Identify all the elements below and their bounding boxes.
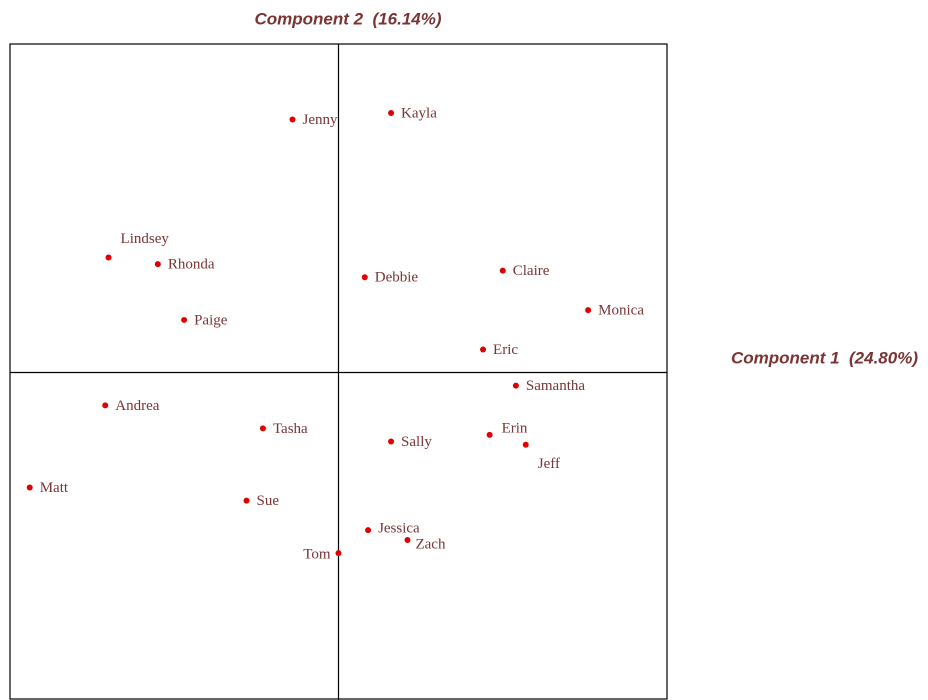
point [105, 254, 112, 261]
point-label: Erin [502, 420, 528, 436]
point-label: Debbie [375, 270, 419, 286]
point-label: Claire [513, 263, 550, 279]
point [365, 527, 372, 534]
point-label: Matt [40, 480, 69, 496]
point [512, 382, 519, 389]
point [289, 116, 296, 123]
point [522, 441, 529, 448]
point [102, 402, 109, 409]
x-axis-title: Component 1 (24.80%) [731, 348, 918, 367]
point-label: Monica [598, 303, 644, 319]
point-label: Samantha [526, 378, 585, 394]
point-label: Jenny [303, 112, 338, 128]
point-label: Eric [493, 342, 518, 358]
point [486, 431, 493, 438]
point [585, 307, 592, 314]
point-label: Lindsey [121, 231, 170, 247]
point-label: Paige [194, 312, 228, 328]
point-label: Zach [415, 536, 445, 552]
y-axis-title: Component 2 (16.14%) [254, 9, 441, 28]
point-label: Jeff [538, 456, 560, 472]
point [404, 537, 411, 544]
point-label: Sue [257, 493, 280, 509]
point-label: Rhonda [168, 257, 215, 273]
point [26, 484, 33, 491]
point-label: Tom [303, 547, 331, 563]
point [335, 550, 342, 557]
point [388, 438, 395, 445]
point-label: Kayla [401, 105, 437, 121]
point [181, 316, 188, 323]
point [499, 267, 506, 274]
point [480, 346, 487, 353]
point [361, 274, 368, 281]
point [388, 109, 395, 116]
point [243, 497, 250, 504]
point-label: Jessica [378, 521, 420, 537]
point-label: Andrea [115, 398, 159, 414]
point [154, 261, 161, 268]
point [259, 425, 266, 432]
point-label: Sally [401, 434, 432, 450]
point-label: Tasha [273, 421, 308, 437]
